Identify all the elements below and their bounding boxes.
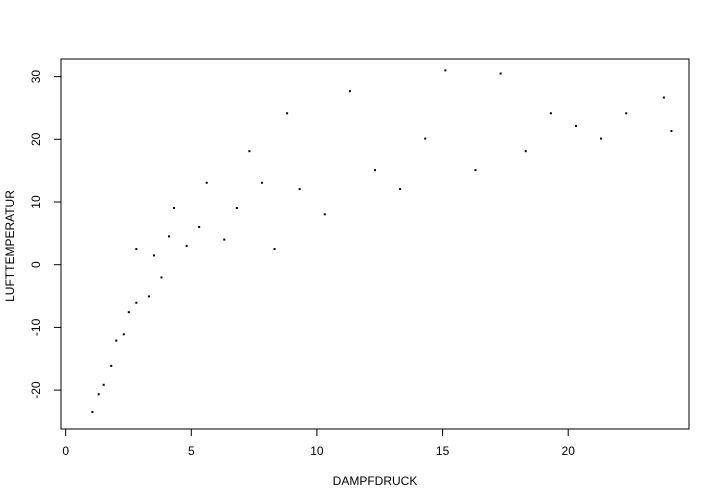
y-axis-ticks xyxy=(54,76,61,391)
x-tick-label-10: 10 xyxy=(310,444,324,458)
scatter-point xyxy=(135,248,138,251)
scatter-point xyxy=(91,410,94,413)
x-axis-ticks xyxy=(65,429,569,436)
scatter-point xyxy=(323,213,326,216)
scatter-point xyxy=(260,181,263,184)
x-tick-label-15: 15 xyxy=(436,444,450,458)
y-tick-labels: -20 -10 0 10 20 30 xyxy=(29,70,43,399)
y-tick-label-0: 0 xyxy=(29,261,43,268)
scatter-point xyxy=(115,339,118,342)
scatter-point xyxy=(127,311,130,314)
scatter-point xyxy=(198,225,201,228)
scatter-point xyxy=(348,90,351,93)
scatter-point xyxy=(574,124,577,127)
scatter-point xyxy=(185,244,188,247)
plot-area-frame xyxy=(60,58,690,430)
scatter-point xyxy=(499,72,502,75)
scatter-point xyxy=(147,295,150,298)
scatter-points xyxy=(91,69,673,413)
y-tick-label--20: -20 xyxy=(29,381,43,399)
scatter-point xyxy=(122,333,125,336)
x-tick-labels: 0 5 10 15 20 xyxy=(62,444,575,458)
scatter-point xyxy=(474,169,477,172)
scatter-point xyxy=(223,238,226,241)
scatter-point xyxy=(600,137,603,140)
scatter-point xyxy=(160,276,163,279)
scatter-point xyxy=(298,188,301,191)
x-tick-label-20: 20 xyxy=(562,444,576,458)
x-axis-label: DAMPFDRUCK xyxy=(333,474,418,488)
scatter-point xyxy=(549,112,552,115)
scatter-point xyxy=(110,364,113,367)
scatter-point xyxy=(248,150,251,153)
x-tick-label-5: 5 xyxy=(188,444,195,458)
y-axis-label: LUFTTEMPERATUR xyxy=(3,190,17,302)
scatter-point xyxy=(444,69,447,72)
scatter-point xyxy=(152,254,155,257)
scatter-point xyxy=(205,181,208,184)
scatter-point xyxy=(235,207,238,210)
scatter-point xyxy=(168,235,171,238)
scatter-point xyxy=(173,207,176,210)
scatter-point xyxy=(424,137,427,140)
y-tick-label-20: 20 xyxy=(29,132,43,146)
y-tick-label-30: 30 xyxy=(29,70,43,84)
scatter-point xyxy=(374,169,376,172)
scatter-point xyxy=(286,112,289,115)
scatter-point xyxy=(273,248,276,251)
scatter-point xyxy=(670,129,673,132)
scatter-point xyxy=(625,112,628,115)
scatter-point xyxy=(662,96,665,99)
scatter-point xyxy=(97,393,100,396)
scatter-point xyxy=(524,150,527,153)
y-tick-label--10: -10 xyxy=(29,318,43,336)
scatter-point xyxy=(399,188,402,191)
y-tick-label-10: 10 xyxy=(29,195,43,209)
scatter-point xyxy=(135,301,138,304)
x-tick-label-0: 0 xyxy=(62,444,69,458)
scatter-point xyxy=(102,383,105,386)
